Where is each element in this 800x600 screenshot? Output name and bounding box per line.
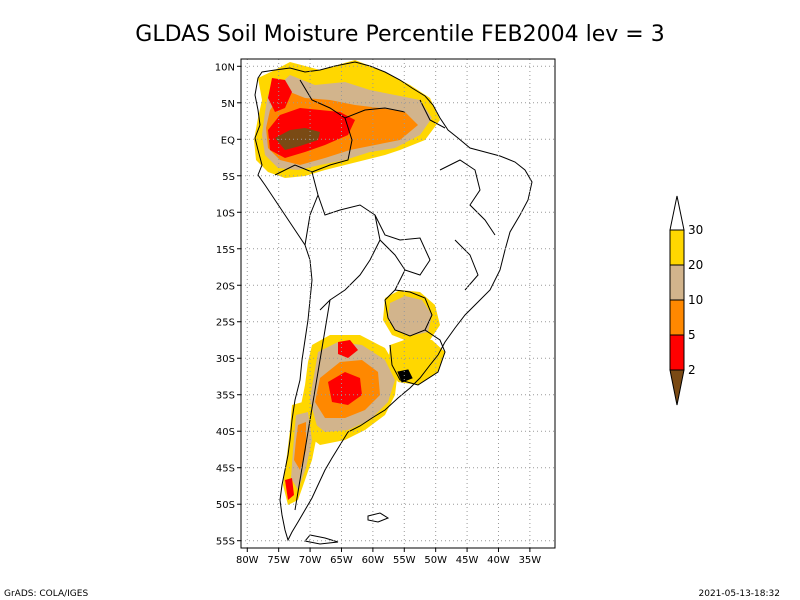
shade-patagonia-red xyxy=(285,478,294,500)
border-11 xyxy=(439,159,496,236)
map-frame: 10N 5N EQ 5S 10S 15S 20S 25S 30S 35S 40S 45S 50S 55S8… xyxy=(215,58,556,566)
lat-tick-label: 40S xyxy=(216,427,235,438)
lon-tick-label: 75W xyxy=(267,555,290,566)
footer-left: GrADS: COLA/IGES xyxy=(4,589,88,599)
lon-tick-label: 70W xyxy=(299,555,322,566)
lat-tick-label: 50S xyxy=(216,500,235,511)
lon-tick-label: 40W xyxy=(487,555,510,566)
lat-tick-label: 5S xyxy=(222,172,235,183)
lat-tick-label: EQ xyxy=(221,135,235,146)
colorbar-bottom-arrow xyxy=(669,369,685,406)
fuego xyxy=(304,534,339,545)
lon-tick-label: 55W xyxy=(393,555,416,566)
shade-patagonia-orange xyxy=(294,422,306,470)
lat-tick-label: 15S xyxy=(216,245,235,256)
lat-tick-label: 20S xyxy=(216,281,235,292)
map-border xyxy=(240,58,556,549)
lat-tick-label: 30S xyxy=(216,354,235,365)
border-8 xyxy=(389,329,446,386)
colorbar-segment-5-10 xyxy=(669,299,685,336)
map-title: GLDAS Soil Moisture Percentile FEB2004 l… xyxy=(135,22,664,47)
colorbar-segment-2-5 xyxy=(669,334,685,371)
lon-tick-label: 60W xyxy=(362,555,385,566)
border-12 xyxy=(454,239,479,291)
border-5 xyxy=(374,214,431,276)
lon-tick-label: 35W xyxy=(519,555,542,566)
colorbar: 30 20 10 5 2 xyxy=(669,195,703,406)
lat-tick-label: 55S xyxy=(216,537,235,548)
lat-tick-label: 5N xyxy=(221,99,235,110)
graticule xyxy=(241,59,555,548)
shade-north-red-2 xyxy=(268,78,292,112)
border-10 xyxy=(419,99,446,129)
lat-tick-label: 45S xyxy=(216,464,235,475)
border-3 xyxy=(274,164,406,291)
shade-paraguay-tan xyxy=(388,296,432,336)
colorbar-label-30: 30 xyxy=(688,223,703,237)
shade-argentina-red xyxy=(328,372,362,405)
footer-right: 2021-05-13-18:32 xyxy=(699,589,781,599)
colorbar-label-5: 5 xyxy=(688,328,696,342)
lon-tick-label: 50W xyxy=(424,555,447,566)
lat-tick-label: 10N xyxy=(215,62,235,73)
border-9 xyxy=(294,299,331,511)
axis-ticks: 10N 5N EQ 5S 10S 15S 20S 25S 30S 35S 40S 45S 50S 55S8… xyxy=(215,62,542,566)
colorbar-segment-20-30 xyxy=(669,229,685,266)
lon-tick-label: 45W xyxy=(456,555,479,566)
colorbar-label-2: 2 xyxy=(688,363,696,377)
lat-tick-label: 10S xyxy=(216,208,235,219)
border-2 xyxy=(311,117,353,173)
shade-argentina-red-2 xyxy=(338,340,358,358)
border-7 xyxy=(384,289,433,337)
colorbar-top-arrow xyxy=(669,195,685,231)
lon-tick-label: 80W xyxy=(236,555,259,566)
colorbar-segment-10-20 xyxy=(669,264,685,301)
lon-tick-label: 65W xyxy=(330,555,353,566)
border-6 xyxy=(319,239,381,311)
falklands xyxy=(367,512,390,523)
lat-tick-label: 35S xyxy=(216,391,235,402)
colorbar-label-10: 10 xyxy=(688,293,703,307)
colorbar-label-20: 20 xyxy=(688,258,703,272)
lat-tick-label: 25S xyxy=(216,318,235,329)
lake-uruguay xyxy=(397,369,413,383)
